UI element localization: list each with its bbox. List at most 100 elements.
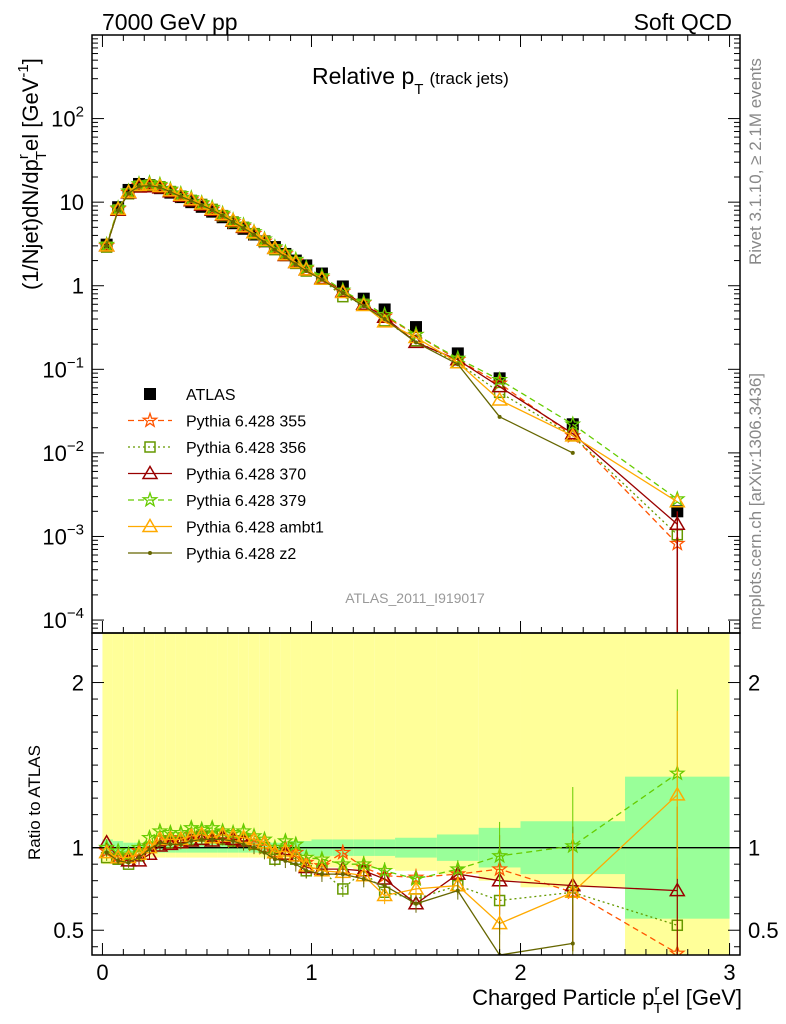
data-point-pythia-6-428-ambt1 <box>109 200 127 216</box>
x-tick-label: 1 <box>305 960 317 985</box>
ratio-point-pythia-6-428-z2 <box>147 847 152 852</box>
data-point-pythia-6-428-z2 <box>104 243 109 248</box>
data-point-pythia-6-428-z2 <box>178 194 183 199</box>
ratio-line-pythia-6-428-379 <box>106 772 678 880</box>
analysis-id: ATLAS_2011_I919017 <box>345 590 485 606</box>
ratio-y-tick-label-right: 1 <box>748 836 760 861</box>
data-point-pythia-6-428-z2 <box>231 219 236 224</box>
ratio-point-pythia-6-428-z2 <box>104 850 109 855</box>
tick-exp: 2 <box>76 104 84 121</box>
main-y-tick-label: 1 <box>72 274 84 299</box>
ratio-point-pythia-6-428-z2 <box>220 837 225 842</box>
legend-label-atlas: ATLAS <box>186 387 236 404</box>
data-point-pythia-6-428-z2 <box>126 191 131 196</box>
ratio-point-pythia-6-428-z2 <box>252 845 256 850</box>
ratio-total-band <box>186 633 197 858</box>
ratio-total-band <box>269 633 281 860</box>
ratio-point-pythia-6-428-z2 <box>168 842 173 847</box>
ratio-total-band <box>175 633 187 858</box>
plot-title: Relative pT (track jets) <box>312 63 509 98</box>
data-point-pythia-6-428-z2 <box>304 269 309 274</box>
main-y-tick-label: 10−1 <box>42 354 84 382</box>
data-point-pythia-6-428-z2 <box>414 340 418 345</box>
x-label-main: Charged Particle p <box>472 985 654 1010</box>
data-point-pythia-6-428-z2 <box>199 203 204 208</box>
ratio-point-pythia-6-428-z2 <box>272 857 277 862</box>
ratio-point-pythia-6-428-379 <box>491 846 509 864</box>
main-y-tick-label: 10−3 <box>42 521 84 549</box>
ratio-point-pythia-6-428-z2 <box>137 855 142 860</box>
data-point-pythia-6-428-379 <box>564 415 582 432</box>
x-label-sup: r <box>654 982 659 999</box>
ratio-y-axis-label: Ratio to ATLAS <box>25 745 44 860</box>
x-axis-label: Charged Particle pr Tel [GeV] <box>472 982 742 1017</box>
series-line-pythia-6-428-355 <box>105 183 678 545</box>
mcplots-reference-text: mcplots.cern.ch [arXiv:1306.3436] <box>746 373 765 630</box>
legend-marker-pythia-6-428-355 <box>141 411 159 428</box>
ratio-point-pythia-6-428-z2 <box>340 872 345 877</box>
legend-marker-atlas <box>144 388 156 400</box>
ratio-total-band <box>374 633 396 870</box>
data-point-pythia-6-428-z2 <box>570 450 575 455</box>
series-line-pythia-6-428-379 <box>105 182 678 500</box>
data-point-pythia-6-428-z2 <box>116 208 121 213</box>
data-point-pythia-6-428-z2 <box>252 232 256 237</box>
ratio-series-clipped <box>98 689 686 955</box>
x-label-sub: T <box>653 1000 662 1017</box>
series-line-pythia-6-428-z2 <box>105 184 574 454</box>
data-point-pythia-6-428-ambt1 <box>668 493 686 508</box>
header-left: 7000 GeV pp <box>102 9 238 35</box>
data-point-pythia-6-428-z2 <box>210 207 215 212</box>
plot-title-main: Relative p <box>312 63 414 89</box>
ratio-point-pythia-6-428-z2 <box>116 858 121 863</box>
main-y-axis-label: (1/Njet)dN/dprTel [GeV-1] <box>15 58 50 290</box>
ratio-point-pythia-6-428-379 <box>449 860 467 877</box>
ratio-total-band <box>165 633 176 858</box>
data-point-pythia-6-428-z2 <box>340 290 345 295</box>
ratio-point-pythia-6-428-379 <box>109 842 127 859</box>
legend-label-pythia-6-428-370: Pythia 6.428 370 <box>186 467 306 484</box>
ratio-line-pythia-6-428-356 <box>106 835 678 926</box>
data-point-pythia-6-428-z2 <box>497 414 502 419</box>
data-point-pythia-6-428-ambt1 <box>376 313 393 328</box>
ratio-point-pythia-6-428-z2 <box>570 941 575 946</box>
ratio-point-pythia-6-428-z2 <box>157 840 162 845</box>
data-point-pythia-6-428-ambt1 <box>334 284 352 299</box>
legend: ATLAS Pythia 6.428 355 Pythia 6.428 356 Pyt… <box>128 387 324 563</box>
data-point-pythia-6-428-z2 <box>241 226 246 231</box>
legend-marker-pythia-6-428-379 <box>141 490 159 508</box>
data-point-pythia-6-428-z2 <box>293 262 298 267</box>
ratio-total-band <box>238 633 249 858</box>
x-tick-label: 0 <box>96 960 108 985</box>
data-point-pythia-6-428-z2 <box>319 277 324 282</box>
ratio-y-tick-label: 1 <box>72 836 84 861</box>
data-point-pythia-6-428-ambt1 <box>277 246 294 261</box>
ratio-total-band <box>102 633 113 865</box>
ratio-point-pythia-6-428-z2 <box>189 839 194 844</box>
data-point-pythia-6-428-z2 <box>283 255 288 260</box>
ratio-total-band <box>332 633 354 868</box>
ratio-point-pythia-6-428-z2 <box>319 872 324 877</box>
data-point-pythia-6-428-z2 <box>272 247 277 252</box>
header-right: Soft QCD <box>634 9 732 35</box>
ratio-total-band <box>196 633 207 858</box>
ratio-point-pythia-6-428-379 <box>313 850 331 867</box>
legend-label-pythia-6-428-ambt1: Pythia 6.428 ambt1 <box>186 520 324 537</box>
data-point-pythia-6-428-370 <box>564 425 582 440</box>
tick-exp: −3 <box>67 521 84 538</box>
ratio-point-pythia-6-428-z2 <box>293 862 298 867</box>
ratio-point-pythia-6-428-z2 <box>361 877 366 882</box>
ratio-point-pythia-6-428-z2 <box>262 850 267 855</box>
main-series-layer <box>98 173 686 633</box>
ratio-series-layer <box>98 689 686 955</box>
ratio-line-pythia-6-428-z2 <box>106 838 573 955</box>
tick-base: 10 <box>51 107 75 132</box>
legend-marker-pythia-6-428-356 <box>144 441 156 453</box>
ratio-point-pythia-6-428-379 <box>287 835 305 852</box>
ratio-point-pythia-6-428-z2 <box>231 839 236 844</box>
ratio-point-pythia-6-428-379 <box>376 861 394 878</box>
data-point-pythia-6-428-379 <box>491 370 509 387</box>
